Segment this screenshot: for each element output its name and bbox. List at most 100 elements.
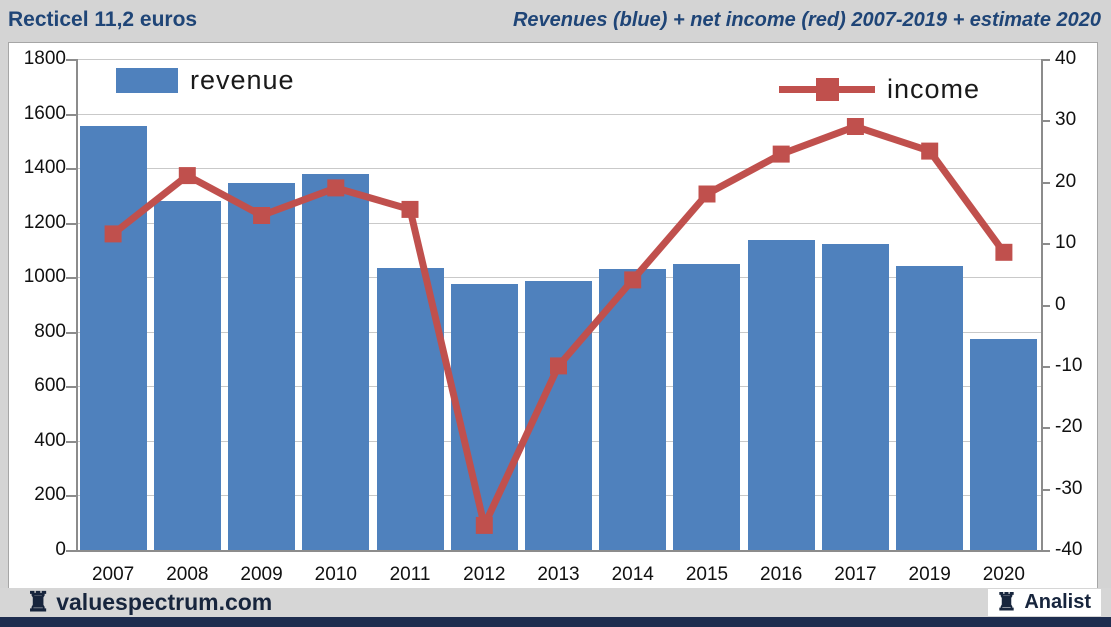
left-axis-label: 600 xyxy=(34,375,66,397)
right-axis-label: 40 xyxy=(1055,48,1077,69)
bar xyxy=(599,269,667,550)
bar xyxy=(821,244,889,550)
left-axis-label: 1800 xyxy=(23,48,66,69)
x-axis-line xyxy=(76,550,1041,552)
h-gridline xyxy=(76,113,1041,115)
income-marker xyxy=(550,357,567,375)
income-marker xyxy=(104,225,122,243)
x-axis-label: 2008 xyxy=(166,564,209,585)
h-gridline xyxy=(76,59,1041,60)
rook-icon: ♜ xyxy=(995,588,1018,616)
left-tick xyxy=(66,550,76,552)
bar xyxy=(228,183,296,550)
left-axis-label: 200 xyxy=(34,484,66,506)
legend-income-label: income xyxy=(887,73,981,104)
income-marker xyxy=(921,142,939,160)
brand-text: valuespectrum.com xyxy=(56,589,273,615)
right-tick xyxy=(1041,488,1050,491)
right-tick xyxy=(1041,243,1050,246)
left-tick xyxy=(66,440,76,443)
h-gridline xyxy=(76,277,1041,279)
bar xyxy=(673,263,741,550)
x-axis-label: 2010 xyxy=(314,564,357,585)
x-axis-label: 2007 xyxy=(91,564,135,585)
right-tick xyxy=(1041,550,1050,552)
right-axis-label: 30 xyxy=(1055,109,1077,131)
left-tick xyxy=(66,59,76,61)
footer-bar: ♜ valuespectrum.com ♜ Analist xyxy=(0,588,1111,617)
y2-axis-line xyxy=(1041,59,1043,550)
left-tick xyxy=(66,386,76,389)
left-axis-label: 1600 xyxy=(23,102,66,124)
x-axis-label: 2012 xyxy=(463,564,506,585)
rook-icon: ♜ xyxy=(26,587,51,617)
left-tick xyxy=(66,222,76,225)
x-axis-label: 2013 xyxy=(537,564,580,585)
income-marker xyxy=(698,185,716,203)
h-gridline xyxy=(76,222,1041,224)
income-marker xyxy=(327,179,345,197)
x-axis-label: 2019 xyxy=(908,564,951,585)
page-title: Recticel 11,2 euros xyxy=(8,8,198,31)
bar xyxy=(747,240,815,550)
income-marker xyxy=(178,167,196,185)
right-axis-label: -10 xyxy=(1055,354,1083,376)
left-axis-label: 0 xyxy=(55,539,66,560)
income-marker xyxy=(995,243,1013,261)
right-tick xyxy=(1041,120,1050,123)
left-tick xyxy=(66,277,76,280)
x-axis-label: 2009 xyxy=(240,564,283,585)
income-marker xyxy=(624,271,642,289)
left-tick xyxy=(66,113,76,116)
x-axis-label: 2011 xyxy=(389,564,431,585)
right-axis-label: 20 xyxy=(1055,170,1077,192)
right-tick xyxy=(1041,181,1050,184)
legend-revenue: revenue xyxy=(116,65,295,96)
left-axis-label: 1200 xyxy=(23,211,66,233)
x-axis-label: 2014 xyxy=(611,564,654,585)
analist-logo: ♜ Analist xyxy=(987,588,1101,616)
left-axis-label: 1000 xyxy=(23,266,66,288)
left-axis-label: 800 xyxy=(34,320,66,342)
legend-revenue-label: revenue xyxy=(190,65,295,95)
income-line-series xyxy=(104,118,1013,534)
bar xyxy=(153,200,221,550)
right-axis-label: -40 xyxy=(1055,539,1083,560)
valuespectrum-brand: ♜ valuespectrum.com xyxy=(26,588,272,617)
right-axis-label: 10 xyxy=(1055,232,1077,254)
bar xyxy=(970,338,1038,550)
income-marker xyxy=(253,207,271,224)
bottom-navy-strip xyxy=(0,617,1111,627)
x-axis-label: 2016 xyxy=(760,564,803,585)
income-marker xyxy=(475,516,493,534)
left-tick xyxy=(66,331,76,334)
income-marker xyxy=(846,118,864,135)
income-marker xyxy=(772,145,790,163)
x-axis-label: 2015 xyxy=(685,564,729,585)
legend-income: income xyxy=(779,73,980,105)
left-tick xyxy=(66,495,76,498)
left-axis-label: 400 xyxy=(34,429,66,451)
y-axis-line xyxy=(76,59,78,550)
right-axis-label: 0 xyxy=(1055,293,1066,315)
h-gridline xyxy=(76,168,1041,170)
chart-subtitle: Revenues (blue) + net income (red) 2007-… xyxy=(512,9,1101,31)
right-tick xyxy=(1041,59,1050,61)
income-marker xyxy=(401,200,419,218)
income-marker-icon xyxy=(779,73,875,105)
chart-canvas: revenue income 0 200 400 600 800 1000 1200 1400… xyxy=(8,42,1098,589)
right-axis-label: -30 xyxy=(1055,477,1083,499)
bar xyxy=(79,125,147,550)
x-axis-label: 2017 xyxy=(834,564,877,585)
x-axis-label: 2020 xyxy=(982,564,1026,585)
analist-text: Analist xyxy=(1024,591,1091,613)
revenue-swatch-icon xyxy=(116,68,178,93)
left-tick xyxy=(66,168,76,171)
left-axis-label: 1400 xyxy=(23,157,66,179)
right-tick xyxy=(1041,427,1050,430)
right-axis-label: -20 xyxy=(1055,416,1083,438)
bar xyxy=(302,173,370,550)
right-tick xyxy=(1041,365,1050,368)
right-tick xyxy=(1041,304,1050,307)
